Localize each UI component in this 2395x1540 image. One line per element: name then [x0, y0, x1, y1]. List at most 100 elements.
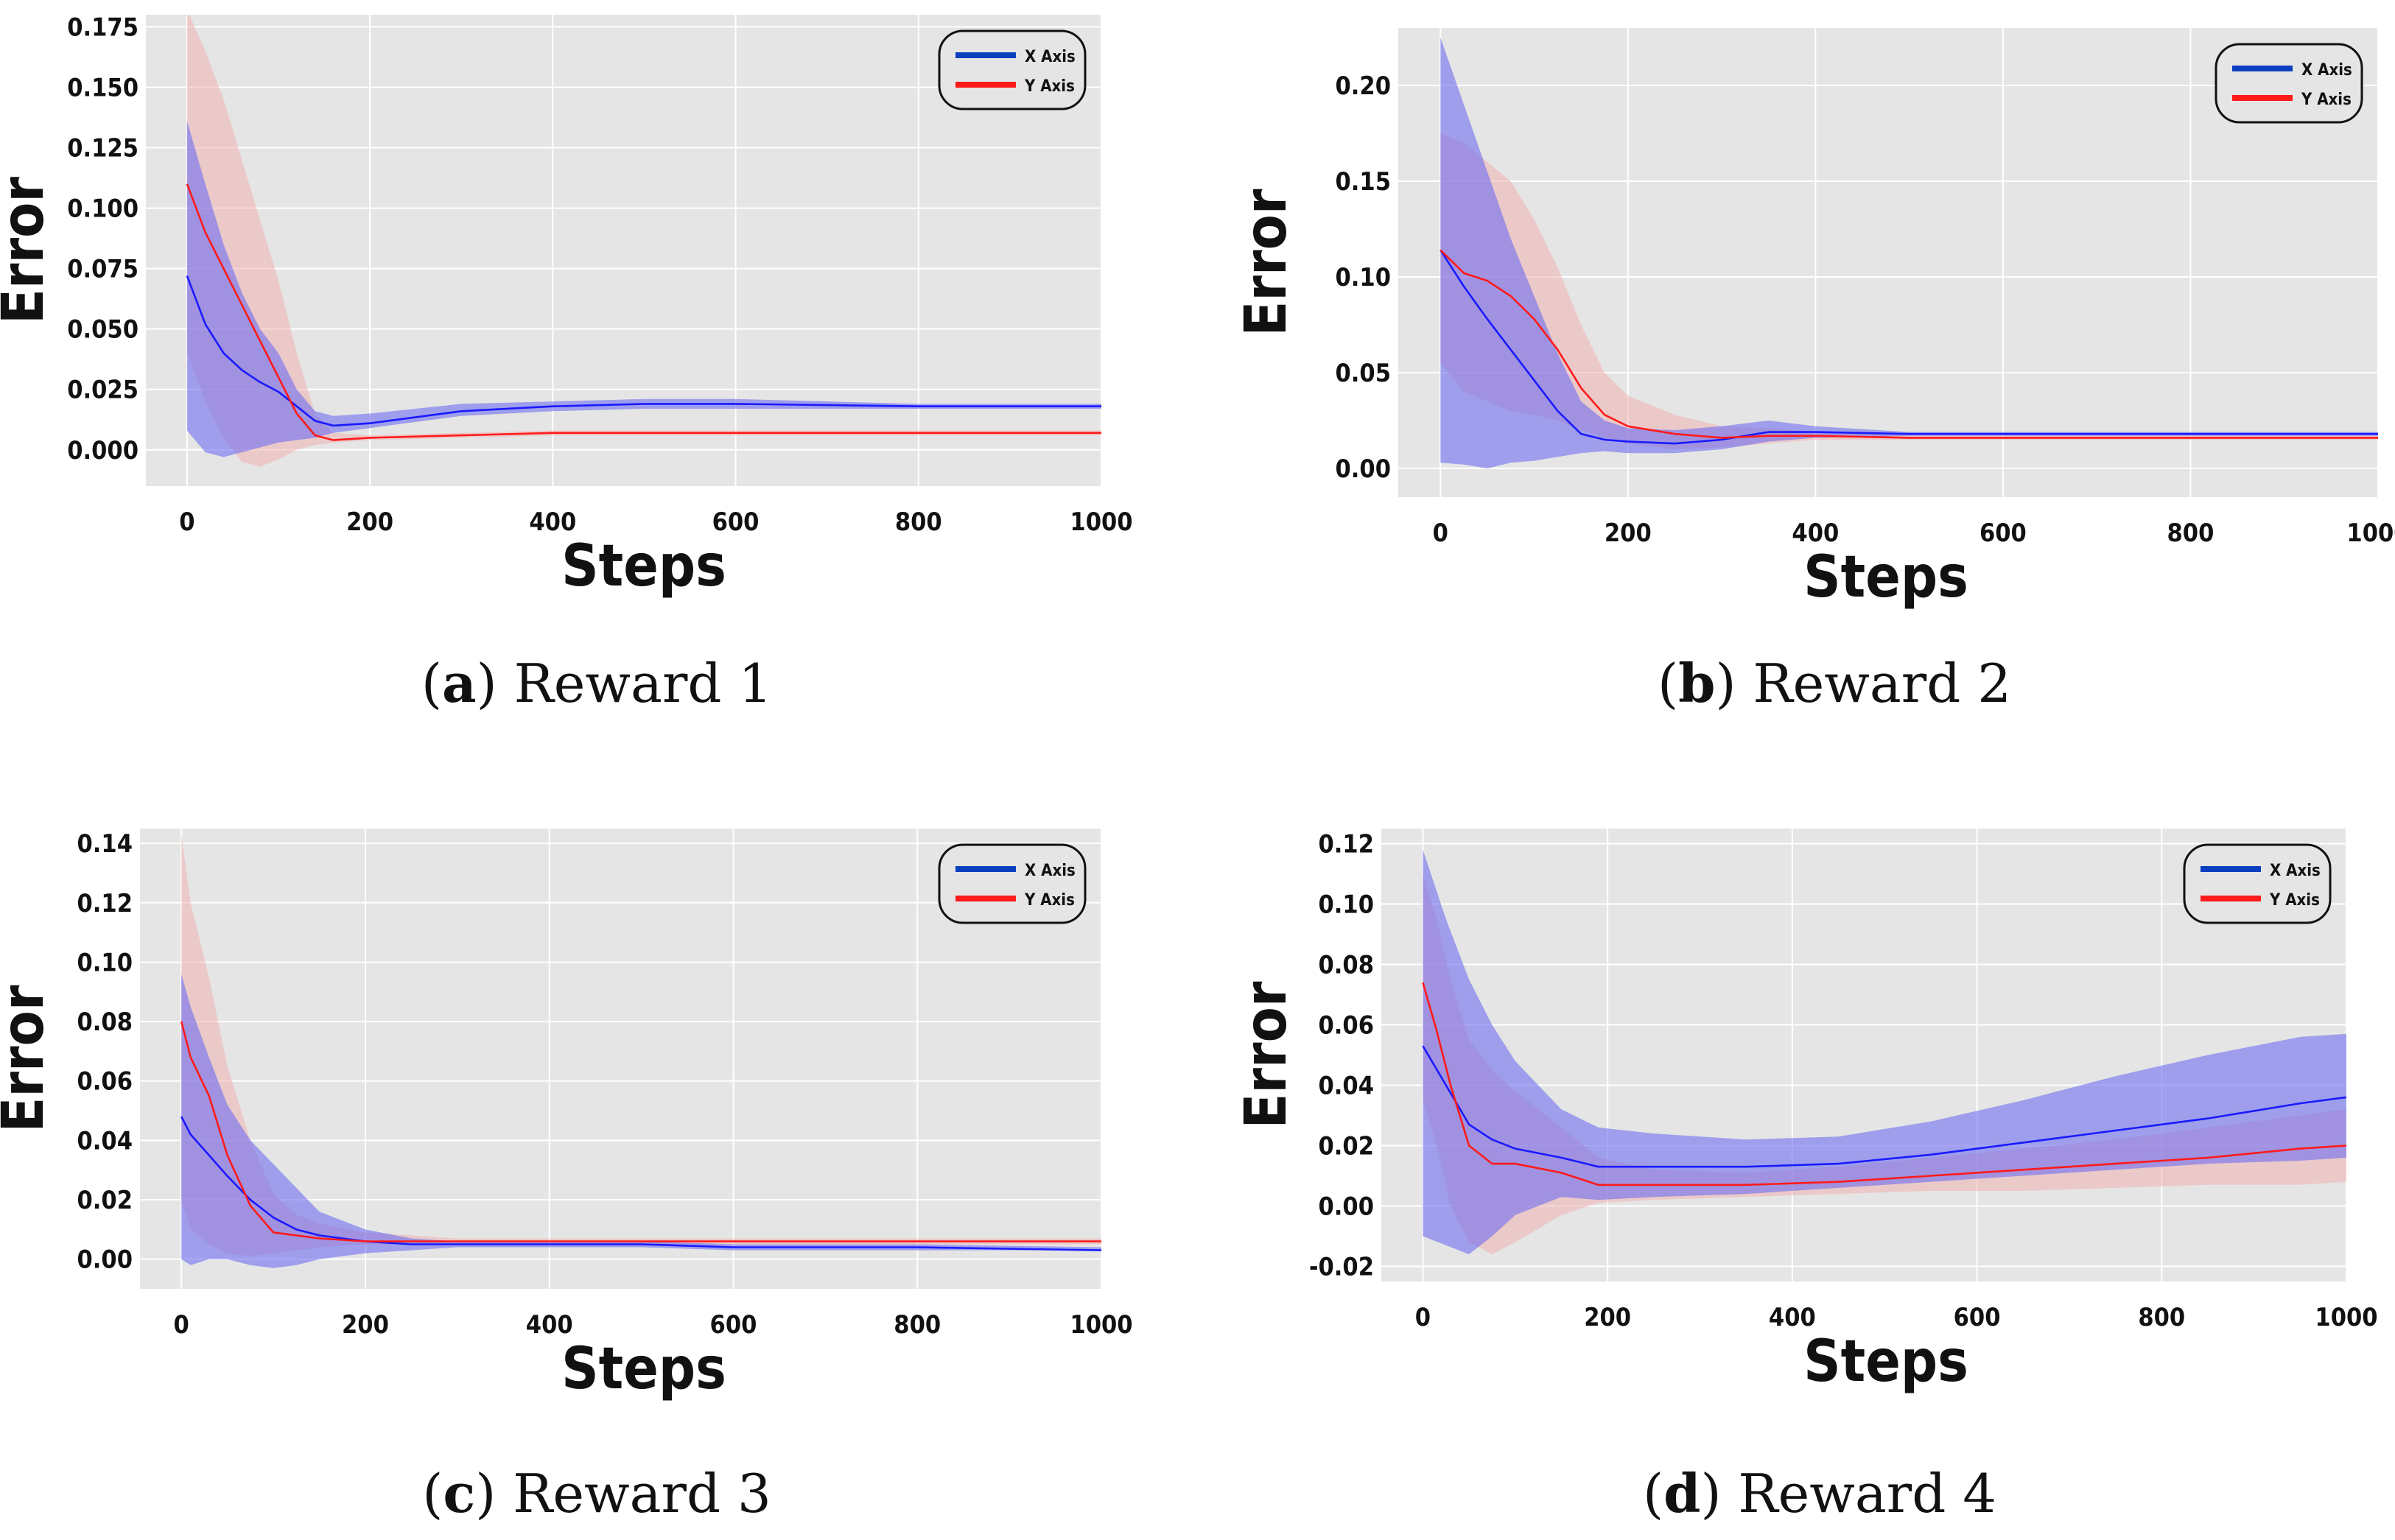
legend: X Axis Y Axis: [2215, 43, 2363, 124]
y-tick-label: 0.000: [67, 436, 138, 465]
chart-panel-a: 0 200 400 600 800 1000 0.000 0.025 0.050 0.075 0.1…: [0, 13, 1133, 600]
caption-b: (b) Reward 2: [1658, 652, 2011, 714]
confidence-band-x-axis: [186, 121, 1101, 457]
x-tick-label: 400: [529, 507, 576, 537]
y-tick-label: 0.10: [77, 948, 133, 977]
series-line-x-axis: [186, 275, 1101, 427]
confidence-band-x-axis: [1423, 849, 2346, 1255]
series-line-x-axis: [180, 1116, 1101, 1251]
caption-a: (a) Reward 1: [421, 652, 773, 714]
x-tick-label: 800: [2138, 1303, 2185, 1332]
y-tick-label: 0.175: [67, 13, 138, 42]
x-axis-label: Steps: [1803, 1329, 1968, 1395]
series-line-y-axis: [180, 1021, 1101, 1242]
y-tick-label: 0.10: [1336, 263, 1391, 292]
y-tick-label: 0.02: [77, 1186, 133, 1215]
caption-text: Reward 4: [1738, 1463, 1996, 1525]
x-tick-label: 600: [1980, 518, 2027, 548]
confidence-band-x-axis: [181, 974, 1101, 1268]
y-tick-label: 0.125: [67, 134, 138, 164]
x-tick-label: 1000: [1070, 507, 1132, 537]
legend-box: [2183, 843, 2332, 924]
y-tick-label: 0.10: [1319, 890, 1374, 920]
data-layer: [180, 834, 1101, 1268]
x-tick-label: 200: [342, 1310, 389, 1340]
y-tick-label: 0.05: [1336, 359, 1391, 388]
y-tick-label: 0.150: [67, 73, 138, 102]
data-layer: [1422, 849, 2346, 1255]
x-axis-label: Steps: [561, 1336, 726, 1402]
y-tick-label: 0.08: [1319, 951, 1374, 980]
x-tick-label: 1000: [1070, 1310, 1132, 1340]
legend-label-x-axis: X Axis: [2301, 61, 2352, 80]
y-axis-label: Error: [1233, 981, 1300, 1128]
y-tick-label: 0.100: [67, 194, 138, 224]
y-tick-label: 0.00: [1319, 1192, 1374, 1222]
legend-box: [938, 29, 1087, 110]
y-tick-label: 0.08: [77, 1008, 133, 1037]
x-tick-label: 0: [179, 507, 194, 537]
legend-box: [938, 843, 1087, 924]
y-axis-label: Error: [1233, 189, 1300, 336]
legend-box: [2215, 43, 2363, 124]
series-line-y-axis: [1440, 249, 2378, 439]
x-tick-label: 400: [1792, 518, 1839, 548]
x-tick-label: 800: [894, 1310, 941, 1340]
legend-label-y-axis: Y Axis: [1024, 891, 1075, 910]
data-layer: [1440, 38, 2378, 468]
x-tick-label: 800: [895, 507, 942, 537]
caption-c: (c) Reward 3: [422, 1462, 771, 1525]
legend-label-x-axis: X Axis: [2270, 862, 2321, 880]
chart-panel-c: 0 200 400 600 800 1000 0.00 0.02 0.04 0.06 0.08 0.1…: [0, 829, 1133, 1402]
series-line-y-axis: [186, 183, 1101, 441]
x-axis-label: Steps: [561, 533, 726, 600]
y-tick-label: 0.15: [1336, 167, 1391, 197]
y-tick-label: 0.050: [67, 315, 138, 345]
confidence-band-x-axis: [1440, 38, 2378, 468]
x-tick-label: 0: [174, 1310, 189, 1340]
y-tick-label: 0.04: [1319, 1072, 1374, 1101]
caption-letter: a: [441, 652, 477, 714]
caption-text: Reward 2: [1753, 653, 2011, 714]
series-line-x-axis: [1422, 1045, 2346, 1168]
y-tick-label: 0.025: [67, 376, 138, 405]
x-tick-label: 600: [1954, 1303, 2001, 1332]
y-tick-label: 0.14: [77, 829, 133, 859]
x-axis-label: Steps: [1803, 544, 1968, 611]
y-tick-label: 0.06: [77, 1067, 133, 1097]
x-tick-label: 400: [1769, 1303, 1816, 1332]
y-tick-label: 0.20: [1336, 71, 1391, 101]
x-tick-label: 200: [1584, 1303, 1631, 1332]
legend-label-y-axis: Y Axis: [1024, 77, 1075, 96]
x-tick-label: 200: [1605, 518, 1652, 548]
y-tick-label: 0.12: [1319, 830, 1374, 859]
x-tick-label: 200: [346, 507, 393, 537]
legend-label-x-axis: X Axis: [1025, 862, 1076, 880]
chart-panel-d: 0 200 400 600 800 1000 -0.02 0.00 0.02 0.04 0.06 0.…: [1233, 829, 2378, 1395]
y-tick-label: 0.12: [77, 889, 133, 918]
y-tick-label: 0.04: [77, 1126, 133, 1156]
legend-label-y-axis: Y Axis: [2301, 91, 2352, 109]
legend-label-x-axis: X Axis: [1025, 48, 1076, 66]
x-tick-label: 1000: [2315, 1303, 2377, 1332]
legend: X Axis Y Axis: [938, 29, 1087, 110]
x-tick-label: 800: [2167, 518, 2215, 548]
legend: X Axis Y Axis: [938, 843, 1087, 924]
y-tick-label: 0.06: [1319, 1011, 1374, 1041]
y-tick-label: 0.075: [67, 255, 138, 284]
x-tick-label: 600: [712, 507, 760, 537]
y-tick-label: 0.00: [77, 1245, 133, 1275]
x-tick-label: 1000: [2346, 518, 2395, 548]
caption-d: (d) Reward 4: [1643, 1462, 1996, 1525]
caption-text: Reward 1: [513, 653, 773, 714]
x-tick-label: 0: [1415, 1303, 1431, 1332]
y-tick-label: 0.00: [1336, 454, 1391, 484]
series-line-y-axis: [1422, 982, 2346, 1186]
series-line-x-axis: [1440, 249, 2378, 445]
caption-letter: c: [443, 1462, 476, 1525]
x-tick-label: 600: [710, 1310, 757, 1340]
caption-letter: d: [1663, 1462, 1701, 1525]
caption-text: Reward 3: [513, 1463, 771, 1525]
chart-panel-b: 0 200 400 600 800 1000 0.00 0.05 0.10 0.15 0.20 Ste…: [1233, 28, 2395, 611]
